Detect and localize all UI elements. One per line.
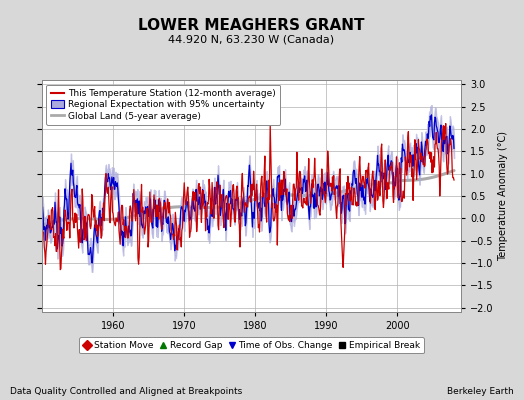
Text: LOWER MEAGHERS GRANT: LOWER MEAGHERS GRANT: [138, 18, 365, 33]
Legend: Station Move, Record Gap, Time of Obs. Change, Empirical Break: Station Move, Record Gap, Time of Obs. C…: [79, 337, 424, 354]
Text: Data Quality Controlled and Aligned at Breakpoints: Data Quality Controlled and Aligned at B…: [10, 387, 243, 396]
Y-axis label: Temperature Anomaly (°C): Temperature Anomaly (°C): [498, 131, 508, 261]
Text: 44.920 N, 63.230 W (Canada): 44.920 N, 63.230 W (Canada): [168, 34, 335, 44]
Legend: This Temperature Station (12-month average), Regional Expectation with 95% uncer: This Temperature Station (12-month avera…: [47, 84, 280, 125]
Text: Berkeley Earth: Berkeley Earth: [447, 387, 514, 396]
